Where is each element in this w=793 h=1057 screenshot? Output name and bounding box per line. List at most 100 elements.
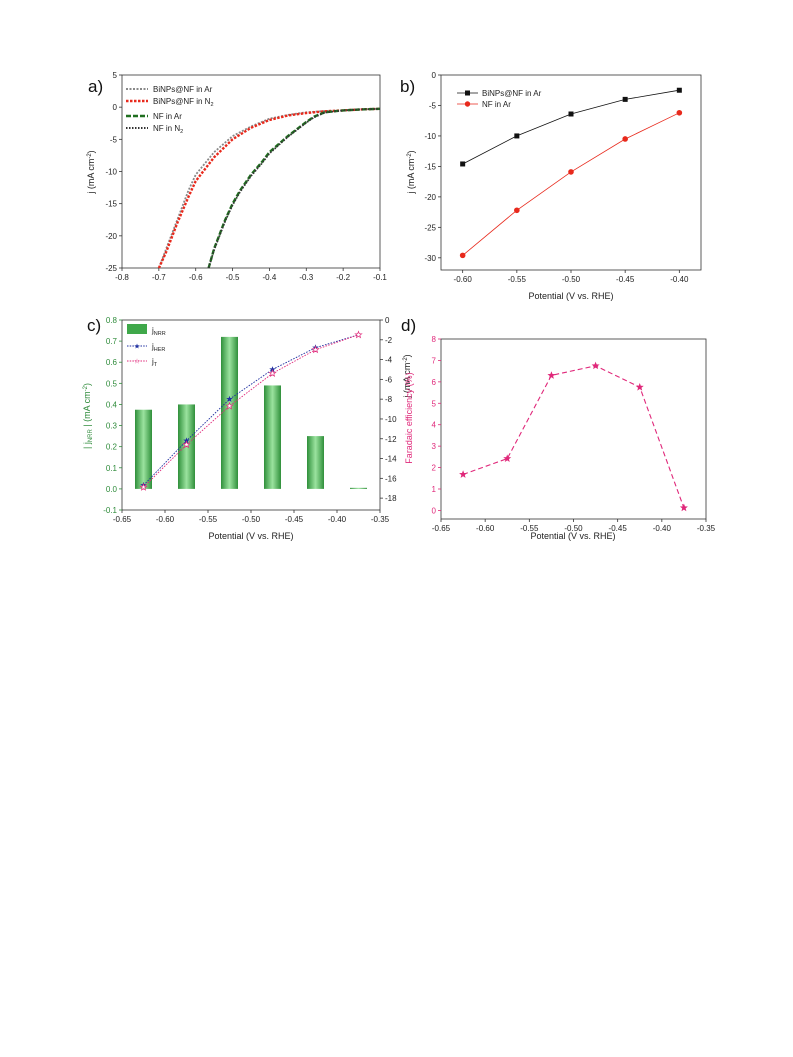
x-tick-label: -0.1 [373,273,387,282]
legend-entry: jHER [151,342,165,353]
y-tick-label: -20 [105,232,117,241]
y-tick-label: -5 [429,101,437,110]
y-tick-label: 0 [432,71,437,80]
y-tick-label: 0 [432,506,437,515]
data-point [568,169,574,175]
y-tick-label: -16 [385,474,397,483]
data-point [139,482,148,491]
y-tick-label: -15 [424,162,436,171]
y-tick-label: -6 [385,375,393,384]
bar-nrr [135,409,152,489]
x-tick-label: -0.60 [156,515,175,524]
panel-b-legend: BiNPs@NF in Ar NF in Ar [457,89,542,109]
y-tick-label: 7 [432,356,437,365]
x-tick-label: -0.2 [336,273,350,282]
legend-marker [464,101,471,107]
panel-c-label: c) [87,316,101,335]
y-tick-label: 3 [432,442,437,451]
lsv-curve-3 [207,107,381,269]
x-tick-label: -0.40 [328,515,347,524]
y-tick-label: -12 [385,435,397,444]
data-point [622,96,628,102]
bar-nrr [350,487,367,489]
panel-b-ylabel: j (mA cm-2) [406,150,416,194]
y-tick-label: -2 [385,336,393,345]
panel-b-xlabel: Potential (V vs. RHE) [528,291,613,301]
x-tick-label: -0.65 [432,524,451,533]
y-tick-label: -10 [385,415,397,424]
y-tick-label: 0.6 [106,358,118,367]
lsv-curve-4 [207,107,381,269]
x-tick-label: -0.7 [152,273,166,282]
x-tick-label: -0.60 [476,524,495,533]
y-tick-label: 0.3 [106,422,118,431]
legend-entry: BiNPs@NF in N2 [153,97,214,108]
x-tick-label: -0.55 [508,275,527,284]
series-line [462,112,680,256]
y-tick-label: 0.4 [106,400,118,409]
panel-c: c) -0.65 -0.60 -0.55 -0.50 -0.45 -0.40 -0.35 0.… [82,316,412,541]
y-tick-label: 0.7 [106,337,118,346]
panel-b-label: b) [400,77,415,96]
y-tick-label: 0 [113,103,118,112]
legend-entry: BiNPs@NF in Ar [153,85,213,94]
y-tick-label: -4 [385,356,393,365]
legend-entry: NF in N2 [153,124,183,135]
y-tick-label: 0.5 [106,379,118,388]
x-tick-label: -0.55 [520,524,539,533]
y-tick-label: 6 [432,378,437,387]
panel-a-legend: BiNPs@NF in Ar BiNPs@NF in N2 NF in Ar N… [126,85,214,135]
panel-c-series [139,330,363,491]
data-point [311,345,320,354]
series-line [462,365,685,509]
data-point [679,503,688,512]
data-point [514,207,520,214]
y-tick-label: 0.8 [106,316,118,325]
y-tick-label: -25 [424,223,436,232]
bar-nrr [221,336,238,489]
legend-entry: NF in Ar [153,112,182,121]
y-tick-label: -0.1 [103,506,117,515]
data-point [635,383,644,391]
bar-nrr [307,436,324,489]
y-tick-label: -10 [105,168,117,177]
legend-entry: jNRR [151,326,166,337]
legend-entry: BiNPs@NF in Ar [482,89,542,98]
panel-c-bars [135,336,367,489]
x-tick-label: -0.50 [242,515,261,524]
legend-marker: ★ [134,343,140,351]
x-tick-label: -0.65 [113,515,132,524]
x-tick-label: -0.40 [653,524,672,533]
panel-c-axes: -0.65 -0.60 -0.55 -0.50 -0.45 -0.40 -0.35 0.8 0.… [103,316,397,524]
data-point [268,369,277,378]
panel-a-label: a) [88,77,103,96]
panel-a: a) -0.8 -0.7 -0.6 -0.5 -0.4 -0.3 -0.2 -0.150-5-… [86,71,387,282]
panel-c-ylabel-left: | jNRR | (mA cm-2) [82,383,94,449]
panel-b-axes: -0.60 -0.55 -0.50 -0.45 -0.40 0 -5 -10 -15 -20 -25… [424,71,689,284]
y-tick-label: -15 [105,200,117,209]
panel-d-axes: -0.65 -0.60 -0.55 -0.50 -0.45 -0.40 -0.35 8 7 6 5 4… [432,335,716,533]
data-point [676,87,682,93]
legend-entry: jT [151,357,158,368]
data-point [568,111,574,117]
x-tick-label: -0.5 [226,273,240,282]
y-tick-label: -20 [424,193,436,202]
x-tick-label: -0.6 [189,273,203,282]
panel-d-series [459,361,688,512]
y-tick-label: -30 [424,254,436,263]
panel-c-legend: jNRR ★ jHER ☆ jT [127,324,166,368]
panel-a-axes: -0.8 -0.7 -0.6 -0.5 -0.4 -0.3 -0.2 -0.1 5 0 -5 -10 -… [105,71,387,282]
x-tick-label: -0.45 [609,524,628,533]
panel-d-ylabel: Faradaic efficiency (%) [404,372,414,463]
y-tick-label: 0.0 [106,485,118,494]
panel-b-series [459,87,683,259]
data-point [622,136,628,142]
y-tick-label: 2 [432,464,437,473]
x-tick-label: -0.40 [670,275,689,284]
x-tick-label: -0.50 [564,524,583,533]
y-tick-label: 5 [113,71,118,80]
panel-d-label: d) [401,316,416,335]
panel-c-xlabel: Potential (V vs. RHE) [208,531,293,541]
legend-marker [465,90,470,96]
